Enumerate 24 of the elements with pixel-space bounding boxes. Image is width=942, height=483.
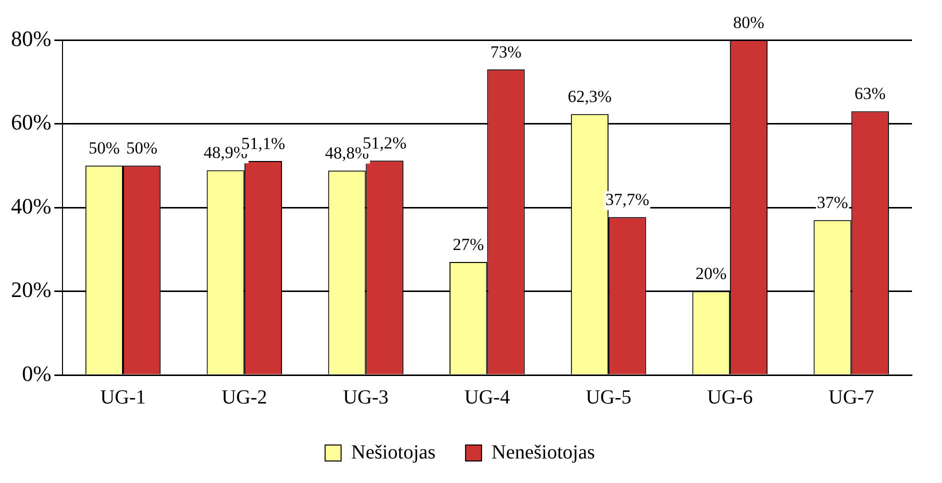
y-tick-label: 40%: [11, 193, 52, 218]
data-label: 27%: [452, 234, 484, 254]
y-tick-label: 20%: [11, 277, 52, 302]
y-tick-label: 80%: [11, 26, 52, 51]
x-tick-label: UG-2: [222, 386, 268, 408]
x-tick-label: UG-4: [464, 386, 510, 408]
y-tick-label: 60%: [11, 110, 52, 135]
legend-label: Nenešiotojas: [492, 441, 596, 464]
y-tick-label: 0%: [22, 360, 52, 386]
x-tick-label: UG-7: [828, 386, 874, 408]
x-tick-label: UG-6: [707, 386, 753, 408]
data-label: 63%: [854, 84, 886, 104]
data-label: 50%: [88, 138, 120, 158]
x-tick-label: UG-1: [100, 386, 146, 408]
data-label: 37%: [816, 193, 848, 212]
x-tick-label: UG-5: [586, 386, 632, 408]
data-label: 37,7%: [605, 190, 650, 210]
data-label: 62,3%: [568, 87, 612, 106]
data-label: 73%: [490, 42, 522, 62]
data-label: 20%: [696, 264, 727, 284]
data-label: 80%: [733, 12, 764, 32]
legend-label: Nešiotojas: [351, 441, 436, 464]
x-tick-label: UG-3: [343, 386, 389, 408]
data-label: 50%: [126, 138, 158, 158]
